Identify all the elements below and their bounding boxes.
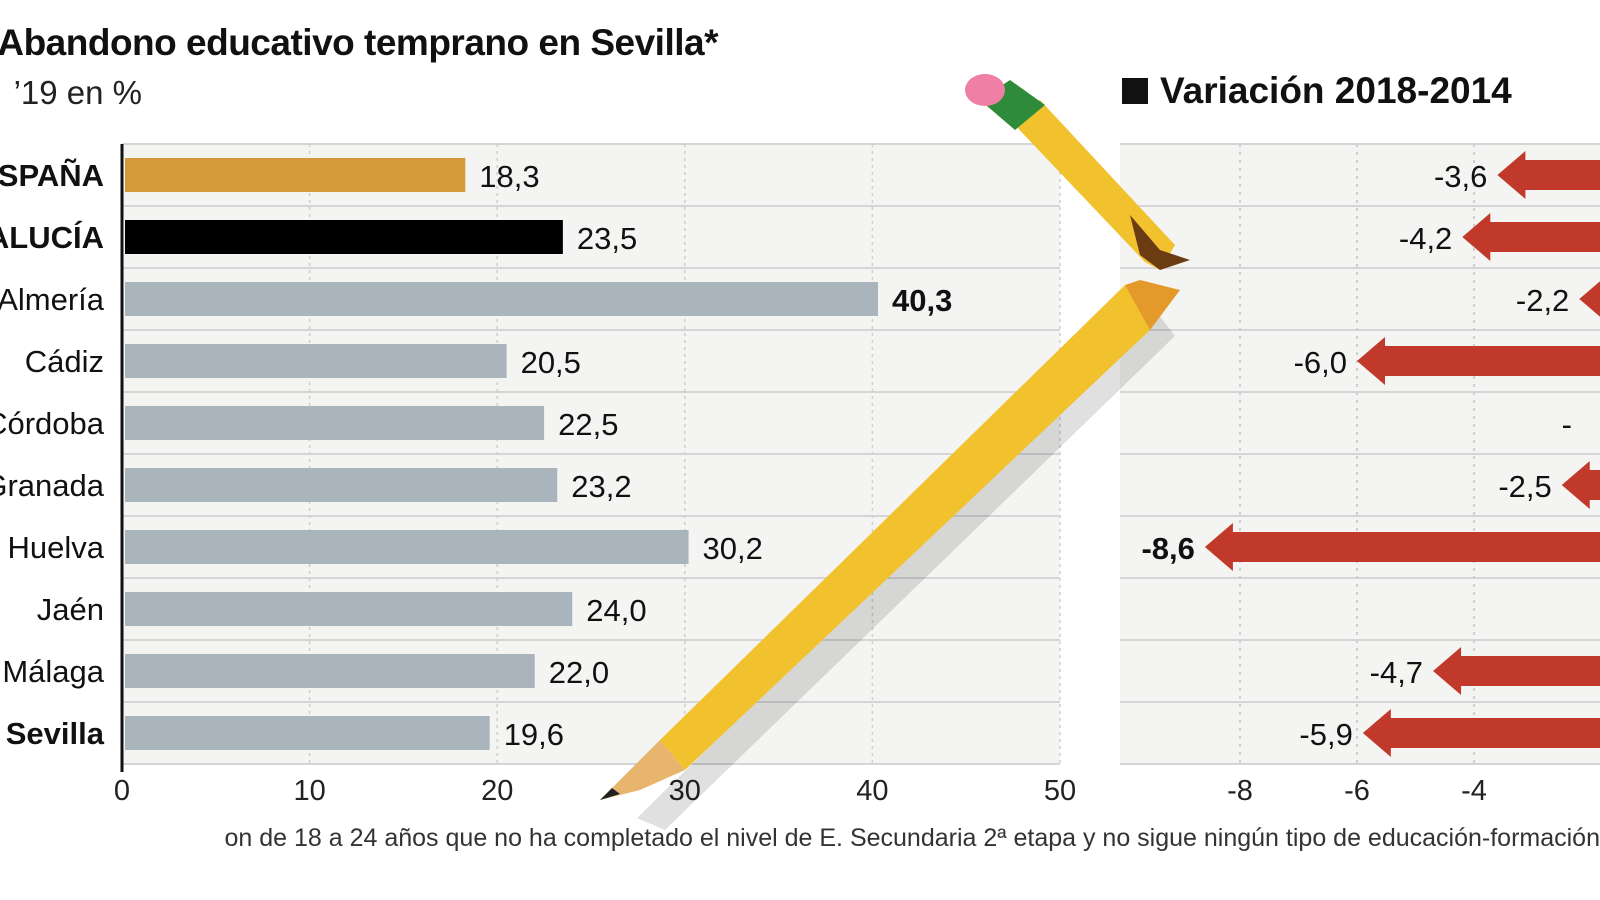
variation-value-label: -6,0 [1294, 345, 1347, 380]
bar-córdoba [125, 406, 545, 440]
variation-value-label: -8,6 [1141, 531, 1194, 566]
pencil-graphite [600, 788, 620, 800]
category-label: Jaén [37, 592, 104, 627]
bar-granada [125, 468, 558, 502]
chart-title: Abandono educativo temprano en Sevilla* [0, 22, 718, 63]
value-label: 18,3 [479, 159, 539, 194]
value-label: 22,5 [558, 407, 618, 442]
variation-value-label: -2,2 [1516, 283, 1569, 318]
x-tick-label: 10 [293, 775, 325, 807]
arrow-almería [1579, 281, 1600, 317]
legend-label: Variación 2018-2014 [1160, 70, 1512, 111]
legend-swatch [1122, 78, 1148, 104]
category-label: Sevilla [6, 716, 105, 751]
variation-value-label: -4,7 [1370, 655, 1423, 690]
bar-málaga [125, 654, 535, 688]
pencil-eraser [965, 74, 1005, 106]
variation-value-label: -5,9 [1299, 717, 1352, 752]
pencil-shadow [637, 310, 1175, 830]
x-tick-label: 40 [856, 775, 888, 807]
value-label: 20,5 [521, 345, 581, 380]
bar-cádiz [125, 344, 507, 378]
category-label: Granada [0, 468, 105, 503]
x-tick-label: 0 [114, 775, 130, 807]
variation-value-label: -4,2 [1399, 221, 1452, 256]
value-label: 30,2 [703, 531, 763, 566]
pencil-burnt-break [1130, 215, 1190, 270]
variation-tick-label: -4 [1461, 775, 1487, 807]
category-label: Almería [0, 282, 105, 317]
arrow-sevilla [1362, 709, 1600, 757]
broken-pencil-illustration [600, 74, 1190, 830]
value-label: 23,2 [571, 469, 631, 504]
arrow-granada [1561, 461, 1600, 509]
footnote: on de 18 a 24 años que no ha completado … [224, 824, 1600, 852]
x-tick-label: 30 [669, 775, 701, 807]
chart-subtitle: ’19 en % [13, 74, 142, 111]
variation-value-label: -3,6 [1434, 159, 1487, 194]
pencil-splinter [1125, 280, 1180, 330]
pencil-body-lower [660, 285, 1150, 770]
bar-almería [125, 282, 879, 316]
arrow-málaga [1433, 647, 1600, 695]
arrow-huelva [1204, 523, 1600, 571]
arrow-andalucía [1462, 213, 1600, 261]
value-label: 19,6 [504, 717, 564, 752]
bar-huelva [125, 530, 689, 564]
variation-value-label: -2,5 [1498, 469, 1551, 504]
x-tick-label: 20 [481, 775, 513, 807]
pencil-wood-tip [600, 740, 685, 800]
bar-andalucía [125, 220, 563, 254]
variation-tick-label: -6 [1344, 775, 1370, 807]
variation-tick-label: -8 [1227, 775, 1253, 807]
x-tick-label: 50 [1044, 775, 1076, 807]
arrow-cádiz [1357, 337, 1600, 385]
category-label: ESPAÑA [0, 158, 104, 193]
category-label: Cádiz [25, 344, 104, 379]
value-label: 40,3 [892, 283, 952, 318]
bar-jaén [125, 592, 573, 626]
value-label: 24,0 [586, 593, 646, 628]
category-label: ANDALUCÍA [0, 220, 104, 255]
legend-variacion: Variación 2018-2014 [1122, 70, 1512, 112]
category-label: Huelva [8, 530, 105, 565]
category-label: Málaga [2, 654, 104, 689]
bar-españa [125, 158, 466, 192]
bar-sevilla [125, 716, 490, 750]
value-label: 23,5 [577, 221, 637, 256]
arrow-españa [1497, 151, 1600, 199]
value-label: 22,0 [549, 655, 609, 690]
variation-value-label: - [1562, 407, 1572, 442]
category-label: Córdoba [0, 406, 105, 441]
